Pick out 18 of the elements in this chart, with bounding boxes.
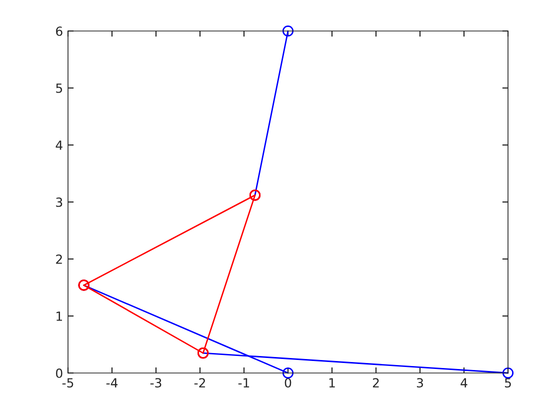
x-tick-label: -1 bbox=[238, 378, 250, 388]
y-tick-label: 3 bbox=[56, 197, 62, 207]
y-tick-label: 0 bbox=[56, 368, 62, 378]
y-tick-label: 5 bbox=[56, 84, 62, 93]
x-tick-label: 0 bbox=[284, 378, 292, 388]
y-tick-label: 2 bbox=[56, 254, 62, 264]
x-tick-label: -2 bbox=[194, 378, 205, 388]
x-tick-label: -4 bbox=[106, 378, 118, 388]
x-tick-label: -3 bbox=[150, 378, 162, 388]
x-tick-label: 3 bbox=[416, 378, 423, 388]
x-tick-label: 1 bbox=[329, 378, 335, 388]
y-tick-label: 4 bbox=[56, 140, 62, 150]
x-tick-label: 2 bbox=[372, 378, 379, 388]
y-tick-label: 1 bbox=[56, 312, 62, 321]
y-tick-label: 6 bbox=[56, 26, 62, 36]
x-tick-label: 5 bbox=[504, 378, 511, 388]
x-tick-label: -5 bbox=[62, 378, 74, 388]
x-tick-label: 4 bbox=[460, 378, 468, 388]
